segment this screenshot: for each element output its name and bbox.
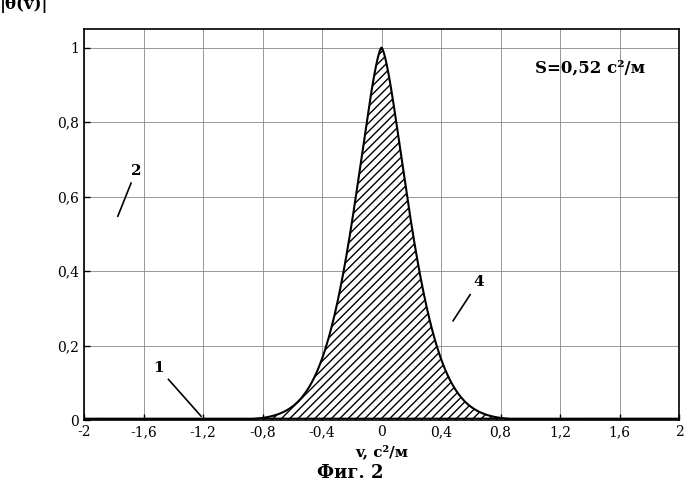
Y-axis label: |θ(v)|: |θ(v)| [0,0,49,14]
Text: 4: 4 [453,275,484,321]
X-axis label: v, c²/м: v, c²/м [355,445,408,459]
Text: 2: 2 [118,164,141,216]
Text: 1: 1 [153,361,201,416]
Text: Фиг. 2: Фиг. 2 [316,464,384,482]
Text: S=0,52 c²/м: S=0,52 c²/м [535,59,645,77]
